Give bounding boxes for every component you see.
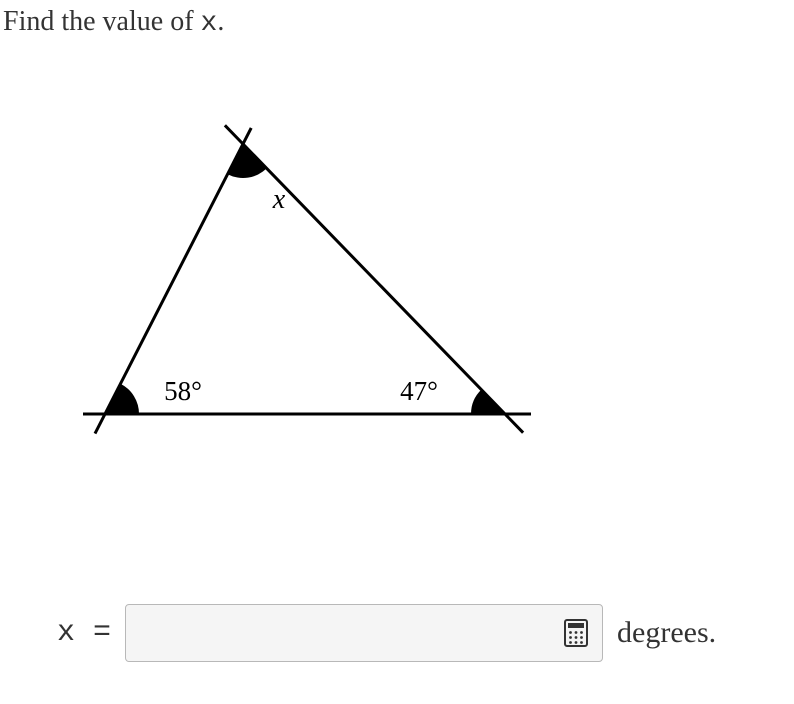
answer-input[interactable] — [125, 604, 603, 662]
svg-text:47°: 47° — [400, 376, 438, 406]
question-suffix: . — [217, 6, 224, 37]
answer-row: x = degrees. — [57, 604, 716, 662]
answer-unit: degrees. — [617, 616, 716, 650]
question-variable: x — [201, 8, 218, 39]
svg-text:x: x — [272, 184, 286, 215]
question-text: Find the value of x. — [3, 6, 224, 39]
calculator-icon[interactable] — [562, 617, 590, 649]
triangle-svg: x 58° 47° — [75, 110, 535, 470]
answer-label: x = — [57, 616, 111, 650]
question-prefix: Find the value of — [3, 6, 201, 37]
svg-text:58°: 58° — [164, 376, 202, 406]
triangle-diagram: x 58° 47° — [75, 110, 535, 470]
